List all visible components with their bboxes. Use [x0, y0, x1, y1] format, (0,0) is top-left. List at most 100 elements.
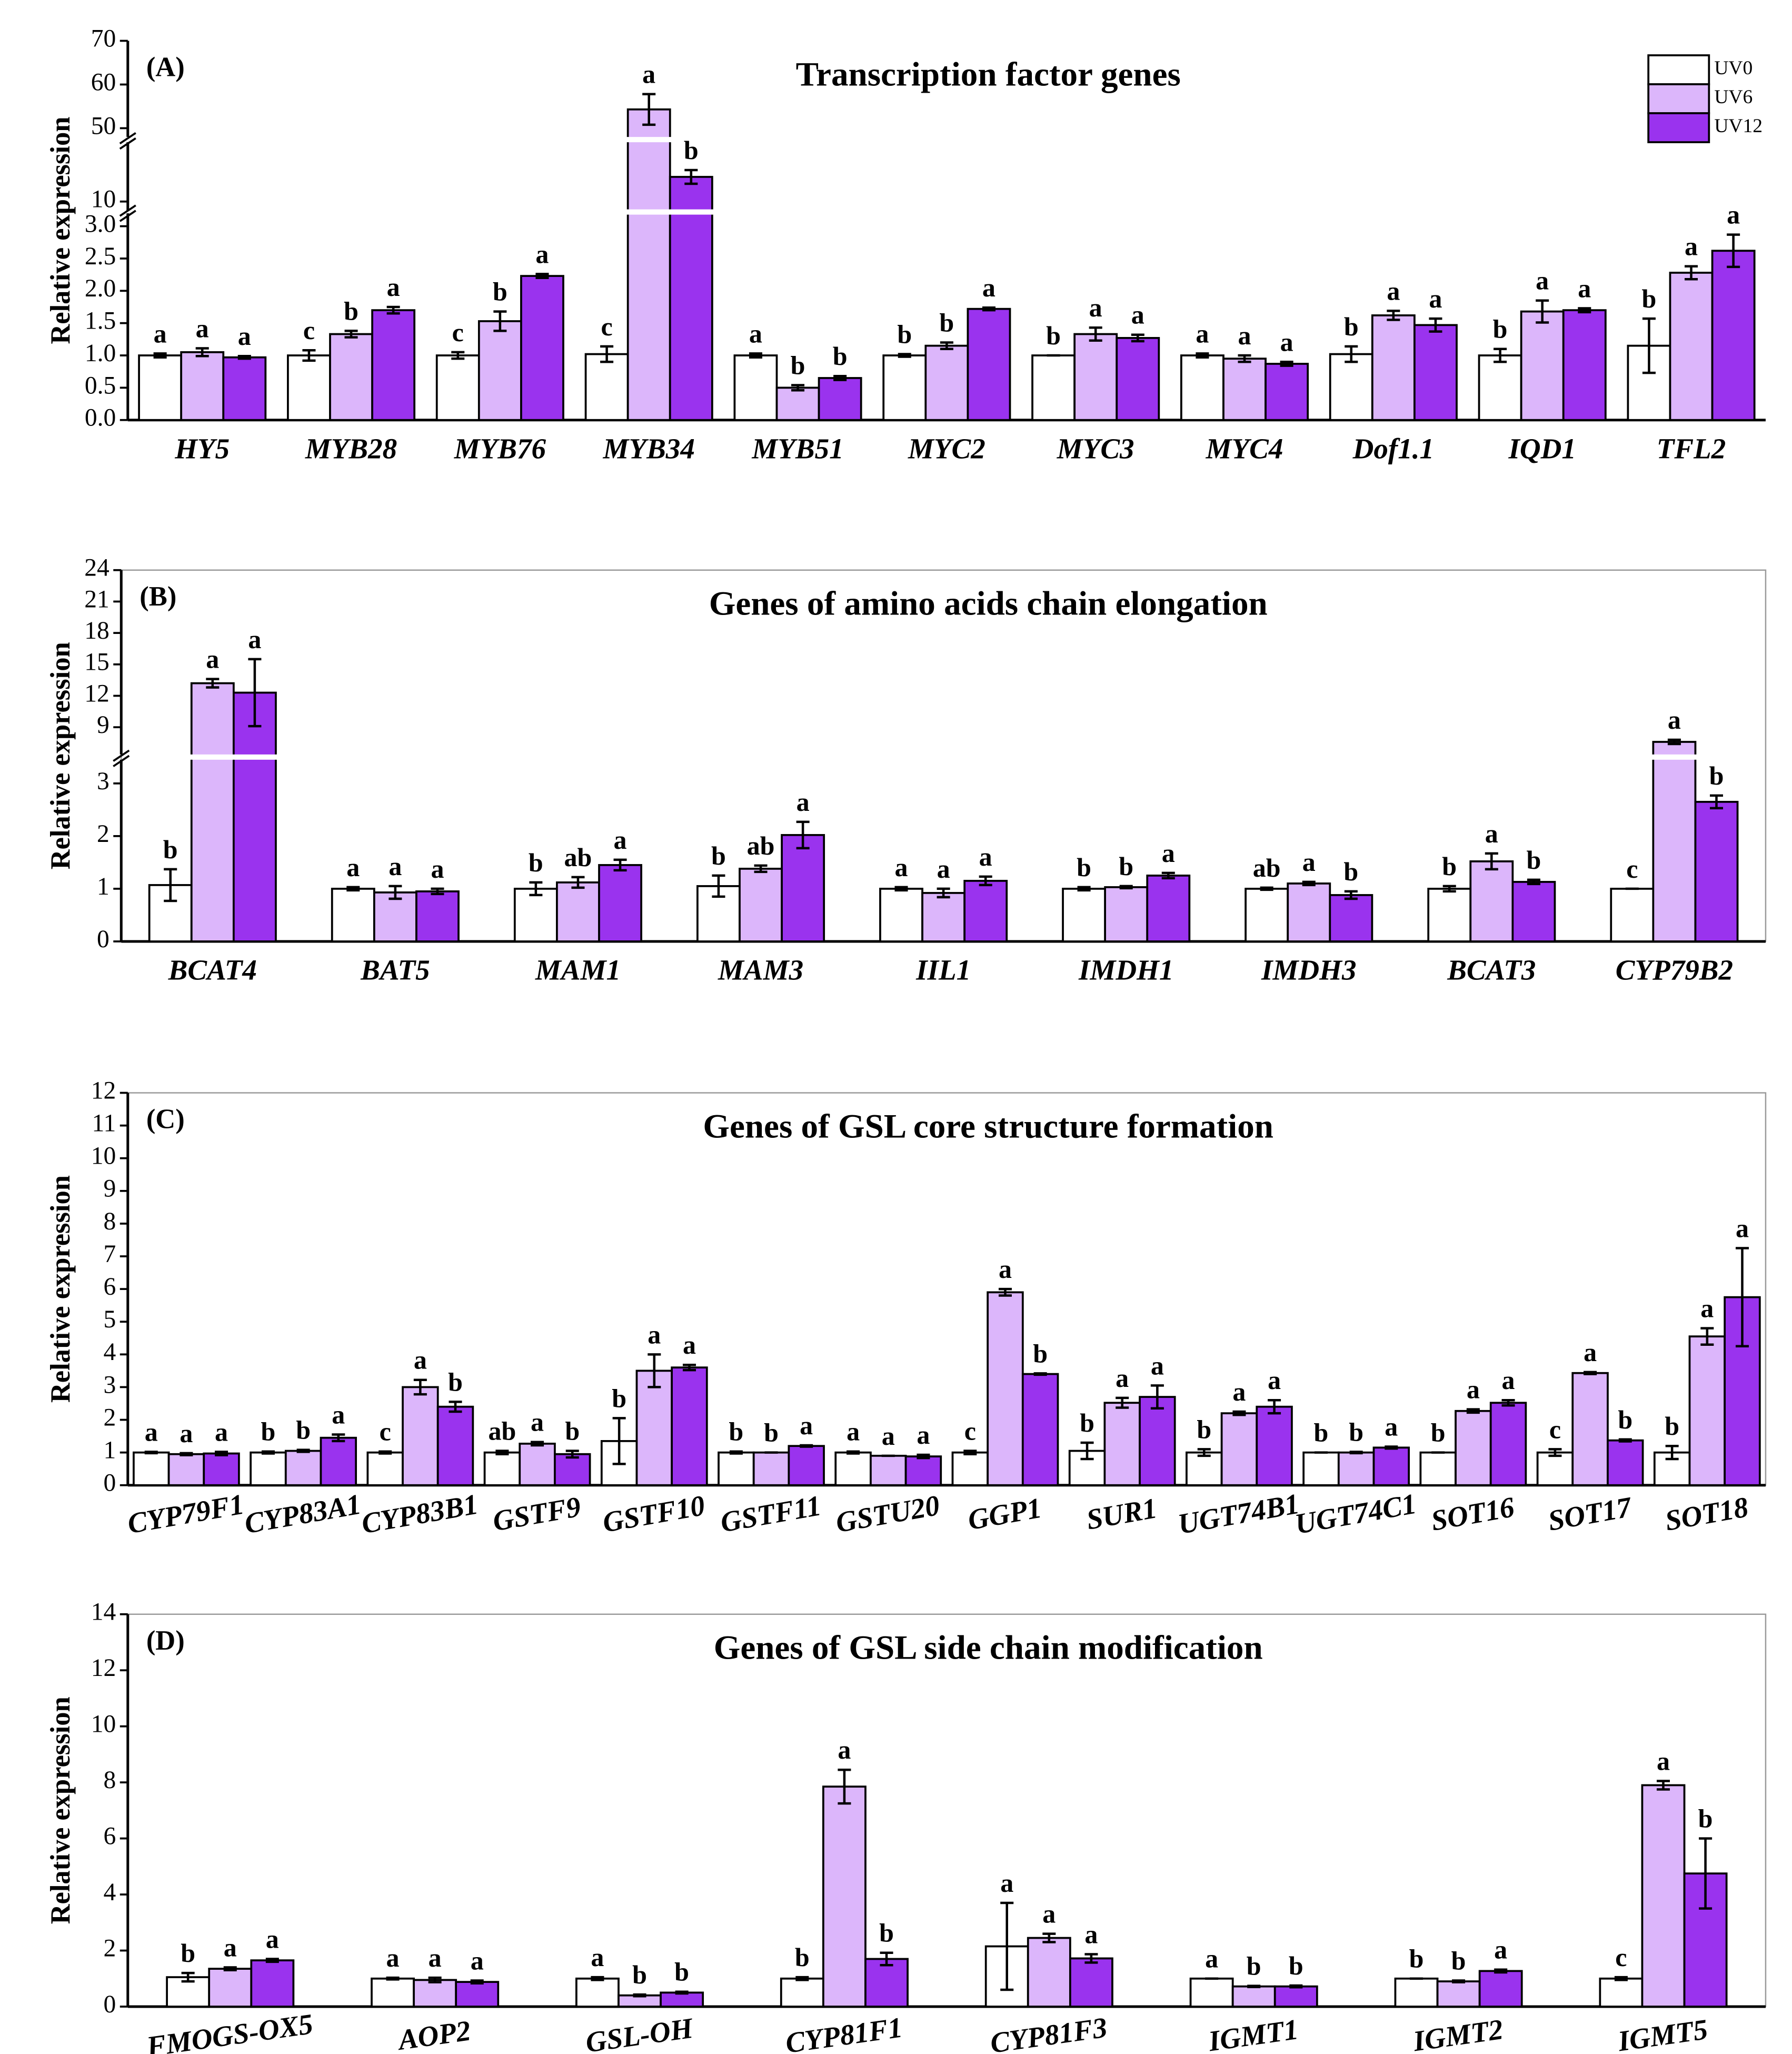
- bar: [1694, 801, 1739, 942]
- bar: [904, 1455, 942, 1486]
- bar: [1371, 314, 1416, 421]
- y-tick-label: 15: [84, 649, 109, 676]
- y-tick-label: 70: [91, 25, 116, 52]
- significance-letter: a: [683, 1330, 696, 1360]
- significance-letter: ab: [488, 1416, 516, 1446]
- error-bar: [940, 341, 953, 350]
- error-bar: [1289, 1984, 1303, 1989]
- error-bar: [1452, 1979, 1466, 1983]
- y-tick-label: 0: [103, 1991, 116, 2018]
- error-bar: [495, 1450, 509, 1455]
- bar: [1520, 310, 1565, 421]
- bar: [1265, 363, 1309, 421]
- bar: [1139, 1396, 1176, 1486]
- error-bar: [535, 273, 549, 280]
- error-bar: [164, 868, 177, 902]
- bar: [1489, 1402, 1527, 1486]
- significance-letter: b: [612, 1383, 626, 1413]
- x-tick-label: BAT5: [360, 954, 430, 986]
- error-bar: [1161, 871, 1175, 880]
- bar: [1478, 354, 1522, 421]
- error-bar: [612, 1417, 626, 1465]
- error-bar: [1196, 352, 1209, 359]
- x-tick-label: GGP1: [965, 1492, 1044, 1536]
- bar: [1536, 1451, 1574, 1486]
- error-bar: [1089, 326, 1102, 342]
- bar: [513, 888, 558, 942]
- bar: [1103, 1402, 1141, 1486]
- significance-letter: c: [1615, 1942, 1627, 1972]
- significance-letter: a: [1385, 1412, 1398, 1441]
- significance-letter: a: [1485, 819, 1498, 848]
- y-tick-label: 14: [91, 1599, 116, 1626]
- error-bar: [153, 352, 167, 359]
- x-tick-label: BCAT4: [168, 954, 257, 986]
- significance-letter: a: [266, 1924, 279, 1953]
- y-tick-label: 1.5: [85, 307, 116, 335]
- significance-letter: ab: [1253, 853, 1281, 882]
- significance-letter: a: [1116, 1363, 1129, 1393]
- error-bar: [470, 1979, 484, 1985]
- error-bar: [1527, 878, 1540, 886]
- significance-letter: b: [1493, 314, 1508, 344]
- significance-letter: b: [181, 1938, 195, 1968]
- x-tick-label: AOP2: [395, 2014, 473, 2054]
- error-bar: [1084, 1953, 1098, 1964]
- y-tick-label: 8: [103, 1208, 116, 1235]
- y-tick-label: 12: [91, 1077, 116, 1104]
- significance-letter: a: [346, 852, 360, 882]
- bar: [1669, 272, 1714, 421]
- bar: [1469, 860, 1514, 942]
- significance-letter: b: [1527, 845, 1541, 875]
- error-bar: [386, 305, 400, 315]
- significance-letter: a: [847, 1417, 860, 1446]
- error-bar: [565, 1450, 579, 1459]
- error-bar: [1494, 348, 1507, 363]
- x-tick-label: MYB34: [603, 432, 695, 464]
- error-bar: [379, 1450, 392, 1455]
- y-tick-label: 2: [103, 1404, 116, 1431]
- plot-frame: [127, 1613, 1767, 2008]
- significance-letter: a: [1302, 847, 1316, 877]
- y-tick-label: 3.0: [85, 211, 116, 238]
- significance-letter: b: [1119, 851, 1133, 881]
- bar: [1394, 1977, 1439, 2008]
- error-bar: [1727, 233, 1740, 269]
- significance-letter: ab: [564, 842, 592, 872]
- axis-break: [119, 132, 136, 150]
- bar: [963, 880, 1008, 942]
- significance-letter: a: [1668, 705, 1681, 735]
- error-bar: [1385, 1445, 1398, 1450]
- axis-break: [113, 749, 130, 767]
- bar: [921, 892, 966, 942]
- chart-title: Genes of GSL core structure formation: [703, 1107, 1273, 1145]
- significance-letter: a: [389, 851, 402, 881]
- y-tick-label: 9: [97, 711, 109, 739]
- significance-letter: b: [729, 1417, 743, 1446]
- bar: [1287, 882, 1331, 942]
- significance-letter: a: [800, 1411, 813, 1440]
- significance-letter: b: [1046, 321, 1061, 350]
- significance-letter: a: [1467, 1375, 1480, 1404]
- significance-letter: a: [1736, 1213, 1749, 1243]
- bar: [1062, 888, 1107, 942]
- significance-letter: a: [937, 854, 950, 884]
- chart-title: Genes of amino acids chain elongation: [709, 585, 1268, 623]
- x-tick-label: CYP81F3: [988, 2011, 1109, 2054]
- bar: [752, 1451, 790, 1486]
- x-tick-label: MYC4: [1206, 432, 1283, 464]
- x-tick-label: HY5: [174, 432, 230, 464]
- bar: [371, 1977, 415, 2008]
- error-bar: [248, 658, 262, 728]
- error-bar: [1232, 1410, 1246, 1416]
- x-tick-label: MYB51: [751, 432, 843, 464]
- y-tick-label: 4: [103, 1338, 116, 1366]
- significance-letter: a: [1578, 273, 1591, 303]
- significance-letter: a: [145, 1417, 158, 1446]
- error-bar: [531, 1441, 544, 1447]
- error-bar: [642, 93, 656, 126]
- error-bar: [1618, 1438, 1632, 1443]
- y-tick-label: 2.5: [85, 243, 116, 270]
